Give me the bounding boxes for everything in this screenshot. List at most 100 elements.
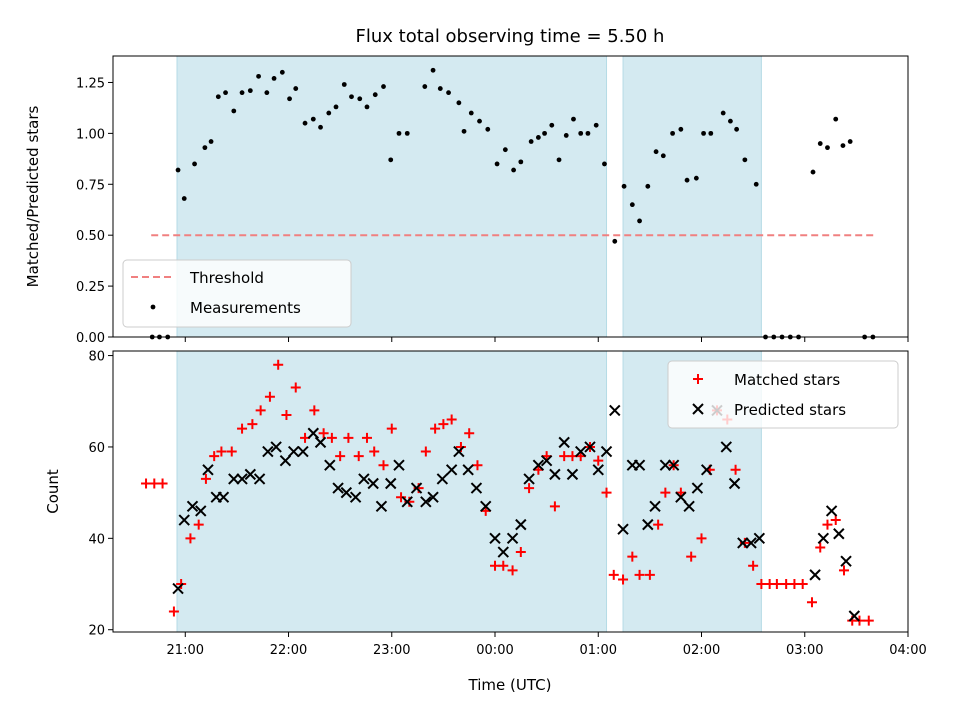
predicted-star-point [737, 537, 749, 549]
measurement-point [422, 84, 428, 89]
measurement-point [318, 124, 323, 130]
x-tick-label: 01:00 [580, 643, 617, 658]
predicted-star-point [558, 436, 570, 449]
predicted-star-point [307, 427, 320, 439]
measurement-point [742, 157, 748, 163]
measurement-point [175, 167, 181, 173]
predicted-star-point [297, 445, 309, 458]
predicted-star-point [659, 459, 672, 471]
measurement-point [446, 90, 451, 96]
predicted-star-point [410, 482, 423, 494]
legend-predicted-swatch [692, 403, 704, 415]
legend-matched-label: Matched stars [734, 371, 840, 389]
matched-star-point [464, 428, 475, 439]
shaded-interval [176, 350, 608, 633]
matched-star-point [247, 419, 258, 430]
matched-star-point [309, 405, 320, 416]
matched-star-point [209, 451, 220, 462]
matched-star-point [472, 460, 483, 471]
matched-star-point [730, 464, 741, 475]
matched-star-point [396, 492, 407, 503]
measurement-point [357, 96, 363, 102]
measurement-point [381, 84, 386, 89]
measurement-point [264, 90, 270, 96]
matched-star-point [771, 579, 782, 590]
matched-star-point [430, 423, 441, 434]
matched-star-point [838, 565, 849, 576]
predicted-star-point [420, 496, 432, 508]
measurement-point [202, 145, 208, 151]
legend-measurement-swatch [150, 304, 156, 310]
measurement-point [430, 67, 436, 73]
measurement-point [678, 126, 684, 132]
predicted-star-point [279, 454, 292, 467]
measurement-point [511, 167, 516, 173]
matched-star-point [343, 432, 354, 443]
predicted-star-point [575, 445, 587, 458]
predicted-star-point [700, 464, 713, 476]
measurement-point [287, 96, 292, 102]
matched-star-point [748, 560, 759, 571]
y-tick-label: 1.25 [76, 76, 105, 91]
measurement-point [693, 175, 699, 181]
matched-star-point [618, 574, 629, 585]
measurement-point [181, 196, 187, 201]
predicted-star-point [825, 505, 838, 517]
matched-star-point [168, 606, 179, 617]
predicted-star-point [385, 477, 397, 490]
y-tick-label: 1.00 [76, 127, 105, 142]
predicted-star-point [244, 468, 257, 481]
measurement-point [341, 82, 347, 87]
predicted-star-point [584, 441, 596, 453]
predicted-star-point [470, 482, 483, 494]
measurement-point [231, 108, 237, 114]
predicted-star-point [809, 569, 821, 581]
matched-star-point [446, 414, 457, 425]
legend-predicted-label: Predicted stars [734, 401, 846, 419]
matched-star-point [438, 419, 449, 430]
predicted-star-point [609, 404, 621, 417]
matched-star-point [226, 446, 237, 457]
predicted-star-point [324, 459, 336, 471]
measurement-point [728, 118, 733, 124]
y-tick-label: 0.00 [76, 331, 105, 346]
matched-star-point [420, 446, 431, 457]
measurement-point [670, 130, 675, 136]
x-tick-label: 02:00 [683, 643, 720, 658]
predicted-star-point [753, 532, 766, 545]
measurement-point [437, 86, 443, 91]
x-axis-label: Time (UTC) [468, 676, 552, 694]
measurement-point [208, 139, 214, 144]
predicted-star-point [445, 464, 458, 476]
measurement-point [629, 202, 635, 208]
y-tick-label: 40 [88, 532, 105, 547]
predicted-star-point [691, 482, 704, 494]
x-tick-label: 03:00 [786, 643, 823, 658]
predicted-star-point [848, 610, 861, 622]
measurement-point [247, 88, 253, 94]
matched-star-point [815, 542, 826, 553]
measurement-point [256, 73, 261, 79]
measurement-point [494, 161, 500, 167]
predicted-star-point [840, 555, 852, 567]
predicted-star-point [600, 445, 613, 458]
chart-title: Flux total observing time = 5.50 h [356, 26, 665, 47]
x-tick-label: 21:00 [167, 643, 204, 658]
matched-star-point [176, 579, 187, 590]
measurement-point [535, 135, 541, 140]
x-tick-label: 22:00 [270, 643, 307, 658]
measurement-point [556, 157, 562, 163]
predicted-star-point [540, 454, 553, 467]
predicted-star-point [314, 436, 327, 449]
measurement-point [293, 86, 299, 91]
matched-star-point [822, 519, 833, 530]
measurement-point [578, 130, 584, 136]
y-axis-label: Matched/Predicted stars [24, 106, 42, 288]
predicted-star-point [532, 459, 545, 471]
matched-star-point [627, 551, 638, 562]
matched-star-point [353, 451, 364, 462]
predicted-star-point [393, 459, 405, 471]
measurement-point [364, 104, 370, 110]
measurement-point [571, 116, 576, 122]
matched-star-point [653, 519, 664, 530]
